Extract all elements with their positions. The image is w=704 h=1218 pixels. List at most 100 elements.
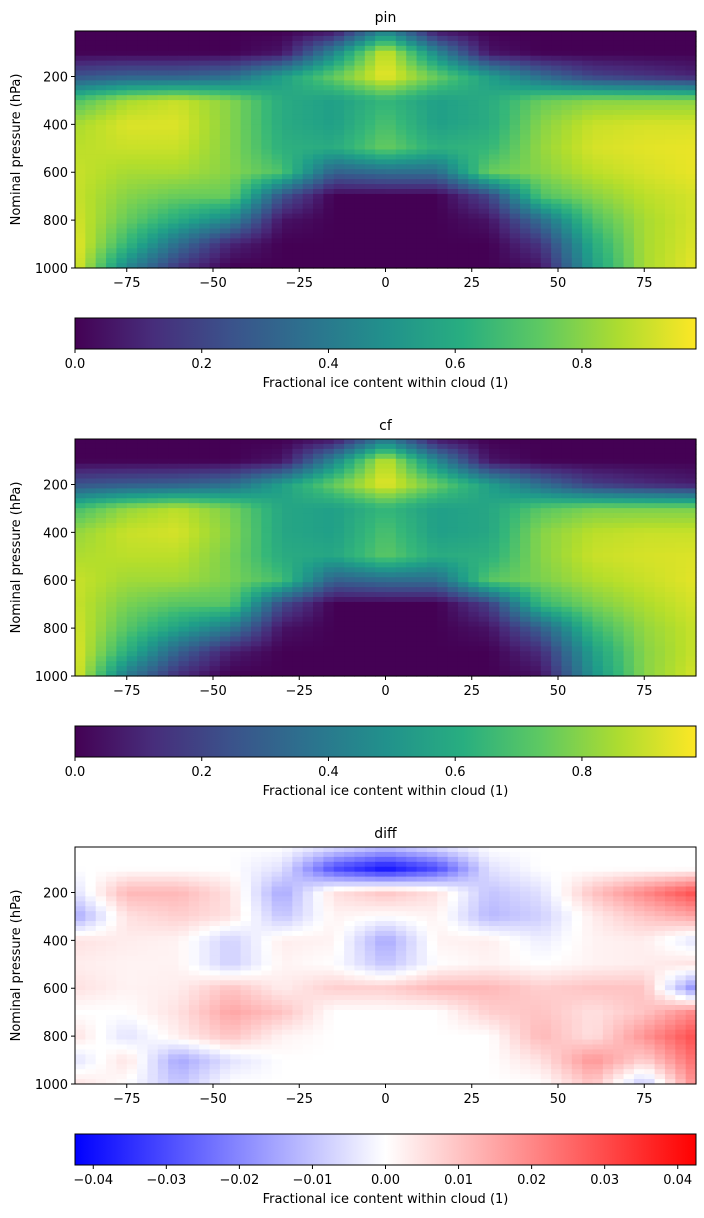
heatmap-cell [499, 198, 511, 205]
heatmap-cell [282, 55, 293, 62]
heatmap-cell [416, 179, 428, 185]
heatmap-cell [602, 184, 614, 190]
heatmap-cell [126, 582, 138, 588]
heatmap-cell [633, 552, 645, 559]
heatmap-cell [623, 503, 635, 509]
heatmap-cell [551, 537, 563, 544]
heatmap-cell [654, 45, 666, 52]
heatmap-cell [302, 154, 314, 160]
heatmap-cell [292, 114, 304, 121]
heatmap-cell [633, 55, 645, 62]
heatmap-cell [364, 518, 376, 524]
heatmap-cell [240, 522, 252, 529]
heatmap-cell [199, 601, 211, 608]
heatmap-cell [447, 243, 459, 249]
heatmap-cell [271, 513, 283, 519]
heatmap-cell [385, 522, 397, 529]
heatmap-cell [157, 80, 169, 86]
heatmap-cell [302, 31, 314, 37]
heatmap-cell [426, 134, 438, 141]
heatmap-cell [333, 139, 345, 146]
heatmap-cell [478, 95, 490, 101]
heatmap-cell [250, 110, 262, 116]
heatmap-cell [426, 443, 438, 450]
heatmap-cell [675, 468, 687, 475]
heatmap-cell [354, 144, 366, 151]
heatmap-cell [623, 527, 635, 534]
heatmap-cell [395, 518, 407, 524]
heatmap-cell [126, 80, 138, 86]
heatmap-cell [230, 35, 242, 42]
heatmap-cell [602, 527, 614, 534]
heatmap-cell [499, 253, 511, 259]
heatmap-cell [157, 601, 169, 608]
heatmap-cell [457, 80, 469, 86]
heatmap-cell [106, 606, 117, 613]
heatmap-cell [75, 527, 86, 534]
heatmap-cell [592, 114, 604, 121]
heatmap-cell [147, 606, 159, 613]
heatmap-cell [561, 453, 573, 460]
heatmap-cell [592, 537, 604, 544]
heatmap-cell [437, 134, 449, 141]
heatmap-cell [137, 439, 149, 445]
heatmap-cell [385, 498, 397, 504]
heatmap-cell [85, 100, 97, 106]
heatmap-cell [499, 129, 511, 136]
heatmap-cell [551, 263, 563, 269]
heatmap-cell [95, 478, 107, 485]
heatmap-cell [95, 606, 107, 613]
heatmap-cell [116, 203, 128, 210]
heatmap-cell [582, 587, 594, 593]
heatmap-cell [437, 592, 449, 598]
panel-cf: cf−75 −50 −25 0 25 50 752004006008001000Nomina… [9, 418, 697, 799]
heatmap-cell [406, 114, 418, 121]
heatmap-cell [613, 70, 625, 77]
heatmap-cell [375, 483, 387, 489]
heatmap-cell [654, 537, 666, 544]
heatmap-cell [168, 443, 180, 450]
heatmap-cell [406, 95, 418, 101]
heatmap-cell [302, 124, 314, 131]
heatmap-cell [261, 547, 273, 554]
heatmap-cell [364, 149, 376, 156]
heatmap-cell [137, 124, 149, 131]
heatmap-cell [582, 443, 594, 450]
heatmap-cell [478, 55, 490, 62]
heatmap-cell [437, 503, 449, 509]
heatmap-cell [375, 184, 387, 190]
heatmap-cell [209, 233, 221, 239]
heatmap-cell [520, 448, 531, 455]
heatmap-cell [209, 567, 221, 573]
heatmap-cell [147, 513, 159, 519]
heatmap-cell [489, 70, 500, 77]
heatmap-cell [178, 149, 190, 156]
heatmap-cell [137, 537, 149, 544]
heatmap-cell [375, 498, 387, 504]
heatmap-cell [323, 100, 335, 106]
heatmap-cell [106, 70, 117, 77]
heatmap-cell [250, 522, 262, 529]
heatmap-cell [95, 233, 107, 239]
heatmap-cell [157, 473, 169, 480]
heatmap-cell [571, 149, 583, 156]
heatmap-cell [437, 597, 449, 603]
heatmap-cell [385, 453, 397, 460]
heatmap-cell [178, 572, 190, 578]
heatmap-cell [664, 110, 676, 116]
heatmap-cell [137, 522, 149, 529]
heatmap-cell [478, 527, 490, 534]
heatmap-cell [644, 154, 656, 160]
heatmap-cell [147, 50, 159, 57]
heatmap-cell [95, 493, 107, 499]
heatmap-cell [530, 129, 542, 136]
heatmap-cell [116, 238, 128, 244]
heatmap-cell [271, 468, 283, 475]
heatmap-cell [126, 124, 138, 131]
heatmap-cell [261, 243, 273, 249]
heatmap-cell [375, 159, 387, 165]
heatmap-cell [602, 70, 614, 77]
heatmap-cell [178, 198, 190, 205]
heatmap-cell [685, 453, 697, 460]
heatmap-cell [468, 139, 480, 146]
